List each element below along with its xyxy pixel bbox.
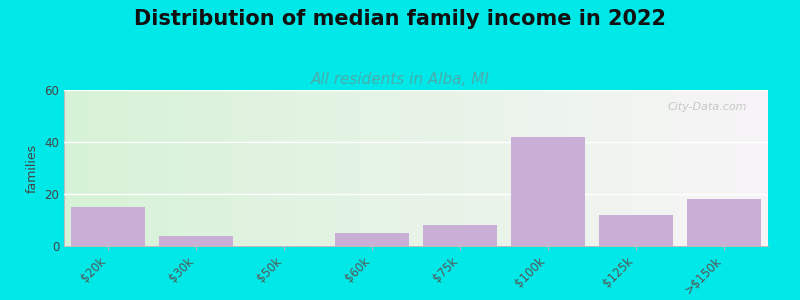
- Bar: [70, 207, 146, 246]
- Bar: [158, 236, 234, 246]
- Y-axis label: families: families: [26, 143, 38, 193]
- Bar: [334, 233, 410, 246]
- Bar: [510, 137, 586, 246]
- Bar: [422, 225, 498, 246]
- Text: City-Data.com: City-Data.com: [667, 103, 747, 112]
- Bar: [598, 215, 674, 246]
- Text: All residents in Alba, MI: All residents in Alba, MI: [310, 72, 490, 87]
- Text: Distribution of median family income in 2022: Distribution of median family income in …: [134, 9, 666, 29]
- Bar: [686, 199, 762, 246]
